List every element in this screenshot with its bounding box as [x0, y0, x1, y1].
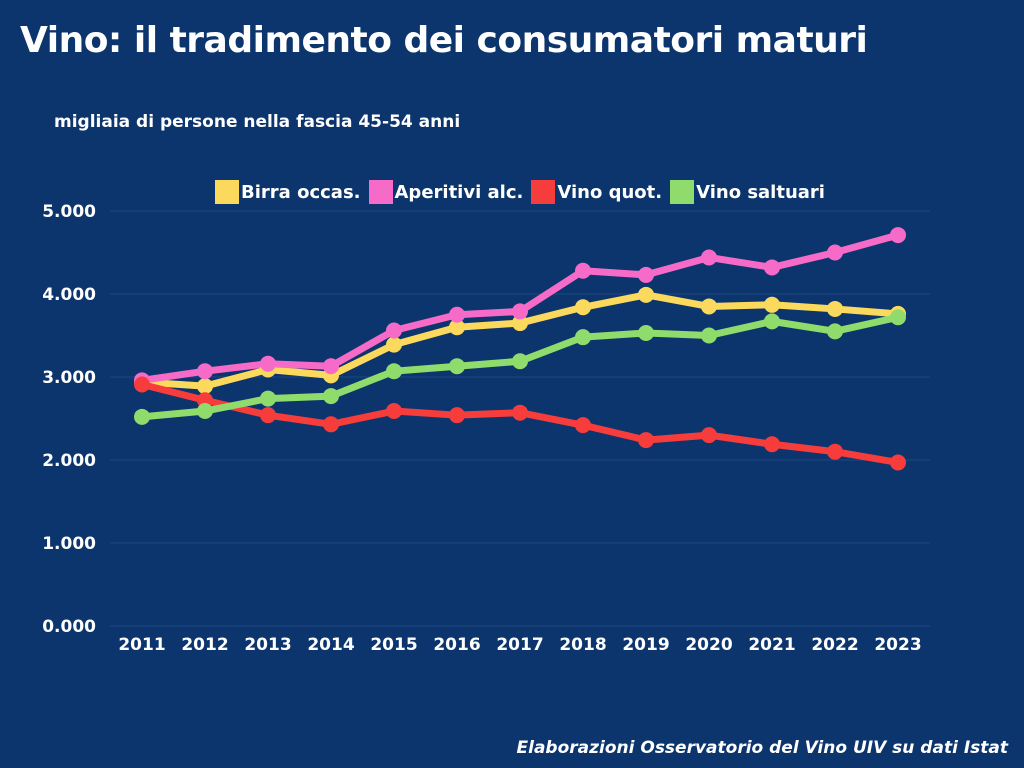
data-point: [764, 313, 780, 330]
data-point: [764, 259, 780, 276]
series-line: [141, 381, 899, 466]
x-tick-label: 2012: [181, 635, 228, 655]
data-point: [386, 322, 402, 339]
x-tick-label: 2014: [307, 635, 354, 655]
legend-swatch: [215, 180, 240, 204]
legend-swatch: [670, 180, 695, 204]
data-point: [827, 300, 843, 317]
data-point: [512, 315, 528, 332]
data-point: [827, 244, 843, 261]
data-point: [827, 443, 843, 460]
data-point: [197, 403, 213, 420]
data-point: [827, 323, 843, 340]
legend-item: Birra occas.: [215, 180, 361, 204]
x-tick-label: 2022: [811, 635, 858, 655]
data-point: [323, 388, 339, 405]
chart-title: Vino: il tradimento dei consumatori matu…: [20, 20, 868, 61]
data-point: [386, 403, 402, 420]
source-note: Elaborazioni Osservatorio del Vino UIV s…: [516, 738, 1009, 758]
data-point: [701, 427, 717, 444]
data-point: [575, 299, 591, 316]
y-tick-label: 4.000: [42, 285, 96, 305]
data-point: [323, 358, 339, 375]
data-point: [701, 327, 717, 344]
data-point: [449, 358, 465, 375]
data-point: [764, 436, 780, 453]
data-point: [323, 416, 339, 433]
x-tick-label: 2019: [622, 635, 669, 655]
legend-label: Vino saltuari: [696, 181, 825, 203]
legend-item: Aperitivi alc.: [368, 180, 524, 204]
legend-label: Birra occas.: [241, 181, 361, 203]
x-tick-label: 2016: [433, 635, 480, 655]
data-point: [134, 376, 150, 393]
data-point: [890, 227, 906, 244]
data-point: [386, 363, 402, 380]
data-point: [575, 417, 591, 434]
y-tick-label: 2.000: [42, 451, 96, 471]
y-tick-label: 3.000: [42, 368, 96, 388]
x-tick-label: 2015: [370, 635, 417, 655]
data-point: [638, 325, 654, 342]
data-point: [890, 454, 906, 471]
data-point: [449, 306, 465, 323]
legend-item: Vino quot.: [531, 180, 662, 204]
data-point: [764, 296, 780, 313]
legend-swatch: [531, 180, 556, 204]
legend: Birra occas. Aperitivi alc. Vino quot. V…: [0, 180, 1024, 204]
data-point: [197, 378, 213, 395]
data-point: [512, 404, 528, 421]
data-point: [638, 266, 654, 283]
y-tick-label: 5.000: [42, 202, 96, 222]
x-tick-label: 2018: [559, 635, 606, 655]
data-point: [512, 353, 528, 370]
data-point: [449, 407, 465, 424]
legend-label: Aperitivi alc.: [394, 181, 524, 203]
data-point: [701, 249, 717, 266]
legend-label: Vino quot.: [557, 181, 663, 203]
data-point: [260, 355, 276, 372]
x-tick-label: 2011: [118, 635, 165, 655]
legend-swatch: [368, 180, 393, 204]
data-point: [701, 298, 717, 315]
y-tick-label: 1.000: [42, 534, 96, 554]
data-point: [890, 309, 906, 326]
legend-item: Vino saltuari: [670, 180, 825, 204]
x-tick-label: 2013: [244, 635, 291, 655]
data-point: [386, 336, 402, 353]
data-point: [575, 262, 591, 279]
x-tick-label: 2023: [874, 635, 921, 655]
x-tick-label: 2021: [748, 635, 795, 655]
data-point: [260, 390, 276, 407]
y-tick-label: 0.000: [42, 617, 96, 637]
x-tick-label: 2017: [496, 635, 543, 655]
data-point: [638, 432, 654, 449]
chart-subtitle: migliaia di persone nella fascia 45-54 a…: [54, 112, 461, 132]
data-point: [134, 408, 150, 425]
data-point: [512, 303, 528, 320]
data-point: [575, 329, 591, 346]
x-tick-label: 2020: [685, 635, 732, 655]
data-point: [449, 319, 465, 336]
data-point: [260, 407, 276, 424]
data-point: [197, 363, 213, 380]
data-point: [638, 286, 654, 303]
